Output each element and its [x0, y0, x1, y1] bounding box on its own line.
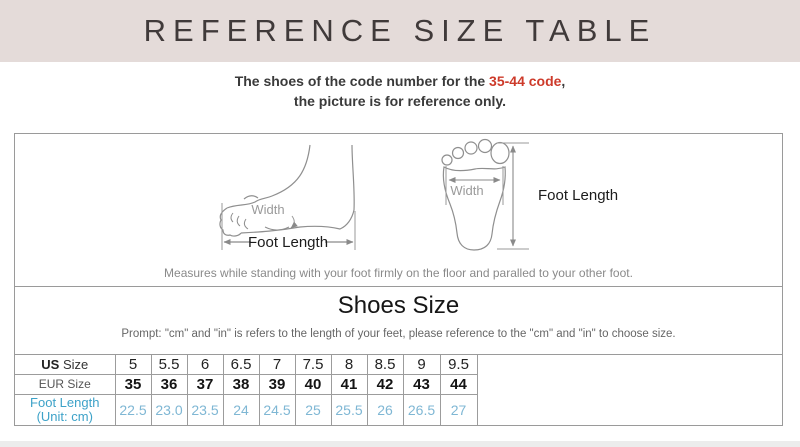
eur-size-row-label: EUR Size	[14, 373, 116, 395]
size-table: US Size 5 5.5 6 6.5 7 7.5 8 8.5 9 9.5 EU…	[14, 354, 783, 426]
foot-length-row: Foot Length (Unit: cm) 22.5 23.0 23.5 24…	[14, 393, 782, 426]
size-prompt: Prompt: "cm" and "in" is refers to the l…	[121, 328, 676, 340]
us-size-label-rest: Size	[59, 356, 89, 372]
measurement-panel: Width Foot Length	[14, 133, 783, 426]
foot-length-label-line2: (Unit: cm)	[36, 408, 93, 424]
eur-size-cell: 36	[150, 373, 188, 395]
eur-size-cell: 41	[330, 373, 368, 395]
foot-length-cell: 22.5	[114, 393, 152, 426]
foot-length-cell: 24	[222, 393, 260, 426]
foot-length-cell: 23.0	[150, 393, 188, 426]
top-foot-width-label: Width	[450, 183, 483, 198]
intro-line1-suffix: ,	[561, 73, 566, 89]
us-size-cell: 9.5	[439, 354, 478, 375]
top-foot-length-label: Foot Length	[538, 187, 618, 204]
us-size-cell: 7	[258, 354, 296, 375]
side-foot-width-label: Width	[251, 202, 284, 217]
shoes-size-section: Shoes Size Prompt: "cm" and "in" is refe…	[15, 286, 782, 354]
us-size-cell: 8.5	[366, 354, 404, 375]
eur-size-cell: 39	[258, 373, 296, 395]
us-size-label-strong: US	[41, 356, 60, 372]
foot-length-cell: 24.5	[258, 393, 296, 426]
foot-length-cell: 26	[366, 393, 404, 426]
intro-line1-prefix: The shoes of the code number for the	[234, 73, 490, 89]
top-foot-diagram: Width Foot Length	[441, 138, 618, 251]
us-size-cell: 5.5	[150, 354, 188, 375]
foot-length-label-line1: Foot Length	[30, 394, 100, 410]
code-range-highlight: 35-44 code	[489, 73, 562, 89]
intro-text: The shoes of the code number for the 35-…	[0, 71, 800, 111]
foot-length-cell: 27	[439, 393, 478, 426]
eur-size-cell: 37	[186, 373, 224, 395]
bottom-divider-strip	[0, 441, 800, 447]
foot-diagram-section: Width Foot Length	[15, 134, 782, 286]
eur-size-cell: 40	[294, 373, 332, 395]
eur-size-row: EUR Size 35 36 37 38 39 40 41 42 43 44	[14, 373, 782, 395]
foot-length-cell: 26.5	[402, 393, 441, 426]
shoes-size-title: Shoes Size	[337, 292, 460, 319]
header-band: REFERENCE SIZE TABLE	[0, 0, 800, 62]
us-size-cell: 7.5	[294, 354, 332, 375]
foot-length-row-label: Foot Length (Unit: cm)	[14, 393, 116, 426]
foot-length-cell: 25	[294, 393, 332, 426]
measure-note: Measures while standing with your foot f…	[164, 266, 633, 280]
page-title: REFERENCE SIZE TABLE	[143, 13, 657, 48]
us-size-cell: 6	[186, 354, 224, 375]
eur-size-cell: 42	[366, 373, 404, 395]
foot-diagrams-illustration: Width Foot Length	[219, 138, 618, 251]
intro-line-2: the picture is for reference only.	[293, 93, 507, 109]
table-empty-cell	[476, 354, 783, 426]
us-size-cell: 5	[114, 354, 152, 375]
foot-length-cell: 23.5	[186, 393, 224, 426]
size-table-wrap: US Size 5 5.5 6 6.5 7 7.5 8 8.5 9 9.5 EU…	[14, 354, 783, 426]
eur-size-cell: 35	[114, 373, 152, 395]
foot-length-cell: 25.5	[330, 393, 368, 426]
intro-line-1: The shoes of the code number for the 35-…	[0, 71, 800, 91]
us-size-row-label: US Size	[14, 354, 116, 375]
us-size-cell: 8	[330, 354, 368, 375]
eur-size-cell: 44	[439, 373, 478, 395]
eur-size-cell: 38	[222, 373, 260, 395]
us-size-cell: 6.5	[222, 354, 260, 375]
side-foot-diagram: Width Foot Length	[219, 144, 356, 251]
side-foot-length-label: Foot Length	[248, 234, 328, 251]
us-size-row: US Size 5 5.5 6 6.5 7 7.5 8 8.5 9 9.5	[14, 354, 783, 426]
eur-size-cell: 43	[402, 373, 441, 395]
us-size-cell: 9	[402, 354, 441, 375]
